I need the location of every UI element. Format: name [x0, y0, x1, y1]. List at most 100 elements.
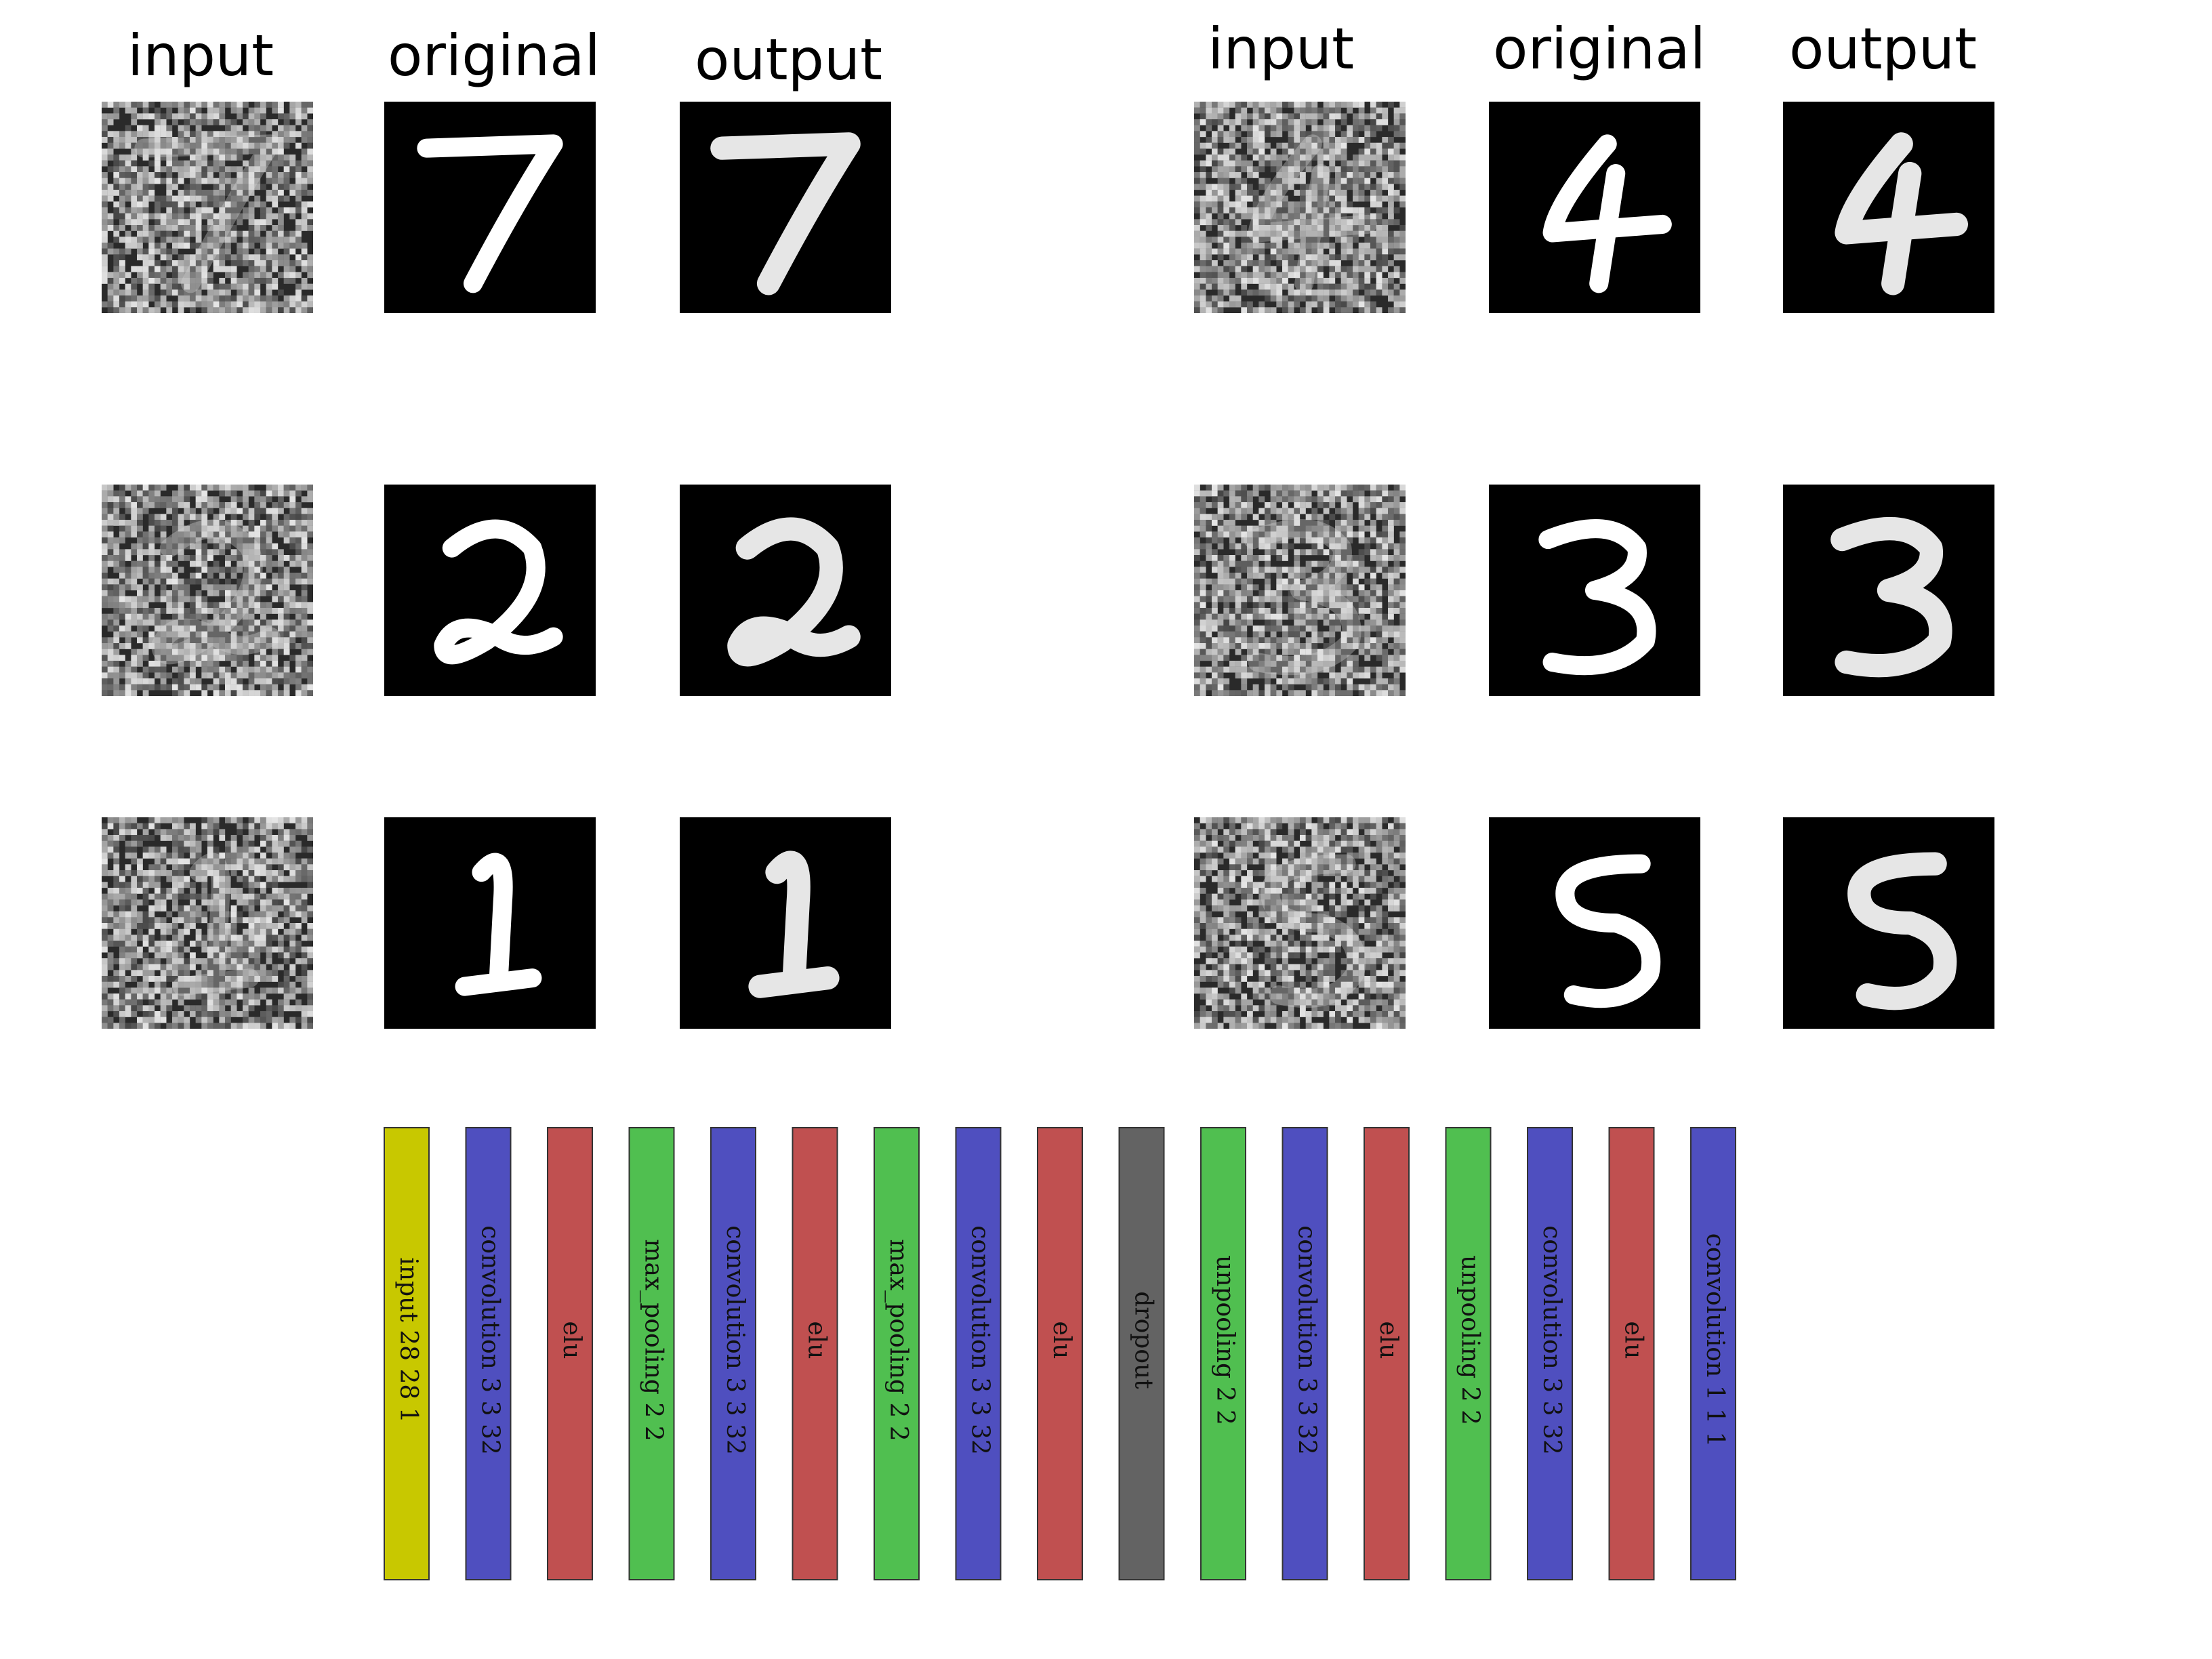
noise-pattern — [1194, 102, 1406, 313]
layer-block: elu — [547, 1127, 593, 1580]
input-tile-digit-1 — [102, 817, 313, 1029]
output-tile-digit-1 — [680, 817, 891, 1029]
layer-label: elu — [1048, 1321, 1076, 1359]
noise-pattern — [1194, 817, 1406, 1029]
input-tile-digit-3 — [1194, 485, 1406, 696]
faint-digit-stroke — [1248, 134, 1377, 293]
layer-bar — [792, 1127, 838, 1580]
output-tile-digit-2 — [680, 485, 891, 696]
noise-pattern — [102, 485, 313, 696]
layer-label: elu — [1620, 1321, 1647, 1359]
layer-block: max_pooling 2 2 — [874, 1127, 920, 1580]
layer-bar — [710, 1127, 756, 1580]
layer-bar — [1037, 1127, 1083, 1580]
noise-pattern — [1194, 485, 1406, 696]
layer-label: elu — [1374, 1321, 1402, 1359]
layer-block: convolution 3 3 32 — [955, 1127, 1002, 1580]
layer-block: convolution 3 3 32 — [465, 1127, 512, 1580]
layer-bar — [465, 1127, 512, 1580]
column-header-output-right: output — [1789, 16, 1978, 82]
column-header-output-left: output — [695, 26, 883, 93]
layer-block: elu — [1364, 1127, 1410, 1580]
original-tile-digit-1 — [384, 817, 596, 1029]
digit-stroke — [727, 517, 861, 667]
output-tile-digit-4 — [1783, 102, 1994, 313]
output-tile-digit-3 — [1783, 485, 1994, 696]
layer-block: elu — [792, 1127, 838, 1580]
layer-block: convolution 3 3 32 — [1282, 1127, 1328, 1580]
noise-pattern — [102, 102, 313, 313]
column-header-input-right: input — [1208, 16, 1355, 82]
digit-stroke — [1830, 517, 1952, 678]
layer-bar — [1445, 1127, 1492, 1580]
original-tile-digit-3 — [1489, 485, 1700, 696]
layer-label: elu — [558, 1321, 586, 1359]
layer-label: convolution 1 1 1 — [1701, 1233, 1729, 1448]
original-tile-digit-5 — [1489, 817, 1700, 1029]
layer-bar — [1527, 1127, 1573, 1580]
layer-bar — [1282, 1127, 1328, 1580]
digit-stroke — [1538, 519, 1656, 676]
input-tile-digit-2 — [102, 485, 313, 696]
layer-label: convolution 3 3 32 — [721, 1225, 749, 1455]
layer-label: max_pooling 2 2 — [640, 1239, 668, 1441]
layer-block: elu — [1037, 1127, 1083, 1580]
layer-block: convolution 1 1 1 — [1690, 1127, 1736, 1580]
layer-bar — [874, 1127, 920, 1580]
noise-pattern — [102, 817, 313, 1029]
output-tile-digit-7 — [680, 102, 891, 313]
layer-bar — [1200, 1127, 1246, 1580]
digit-stroke — [1555, 854, 1661, 1008]
column-header-original-right: original — [1493, 16, 1706, 82]
digit-stroke — [1835, 132, 1968, 295]
layer-label: convolution 3 3 32 — [476, 1225, 504, 1455]
layer-label: convolution 3 3 32 — [1538, 1225, 1565, 1455]
layer-block: input 28 28 1 — [384, 1127, 430, 1580]
original-tile-digit-2 — [384, 485, 596, 696]
original-tile-digit-4 — [1489, 102, 1700, 313]
output-tile-digit-5 — [1783, 817, 1994, 1029]
layer-label: convolution 3 3 32 — [966, 1225, 994, 1455]
layer-bar — [1690, 1127, 1736, 1580]
layer-label: max_pooling 2 2 — [884, 1239, 912, 1441]
input-tile-digit-7 — [102, 102, 313, 313]
input-tile-digit-4 — [1194, 102, 1406, 313]
digit-stroke — [434, 519, 563, 665]
digit-stroke — [748, 851, 840, 998]
column-header-original-left: original — [388, 22, 600, 89]
layer-block: unpooling 2 2 — [1200, 1127, 1246, 1580]
layer-block: elu — [1608, 1127, 1655, 1580]
faint-digit-stroke — [134, 134, 281, 293]
digit-stroke — [417, 134, 563, 293]
tile-background — [384, 817, 596, 1029]
digit-stroke — [1847, 852, 1957, 1010]
layer-label: dropout — [1130, 1291, 1158, 1389]
layer-bar — [384, 1127, 430, 1580]
original-tile-digit-7 — [384, 102, 596, 313]
layer-bar — [628, 1127, 675, 1580]
layer-bar — [955, 1127, 1002, 1580]
faint-digit-stroke — [172, 853, 260, 996]
layer-block: convolution 3 3 32 — [710, 1127, 756, 1580]
faint-digit-stroke — [1261, 854, 1366, 1008]
layer-block: unpooling 2 2 — [1445, 1127, 1492, 1580]
layer-label: unpooling 2 2 — [1456, 1255, 1484, 1425]
layer-block: convolution 3 3 32 — [1527, 1127, 1573, 1580]
layer-bar — [1608, 1127, 1655, 1580]
input-tile-digit-5 — [1194, 817, 1406, 1029]
layer-block: max_pooling 2 2 — [628, 1127, 675, 1580]
faint-digit-stroke — [1244, 519, 1361, 676]
digit-stroke — [710, 132, 861, 295]
digit-stroke — [1542, 134, 1672, 293]
layer-bar — [1364, 1127, 1410, 1580]
layer-bar — [1118, 1127, 1165, 1580]
layer-block: dropout — [1118, 1127, 1165, 1580]
layer-label: elu — [803, 1321, 831, 1359]
layer-bar — [547, 1127, 593, 1580]
layer-label: unpooling 2 2 — [1211, 1255, 1239, 1425]
digit-stroke — [455, 853, 542, 996]
layer-label: convolution 3 3 32 — [1293, 1225, 1321, 1455]
faint-digit-stroke — [151, 519, 281, 665]
